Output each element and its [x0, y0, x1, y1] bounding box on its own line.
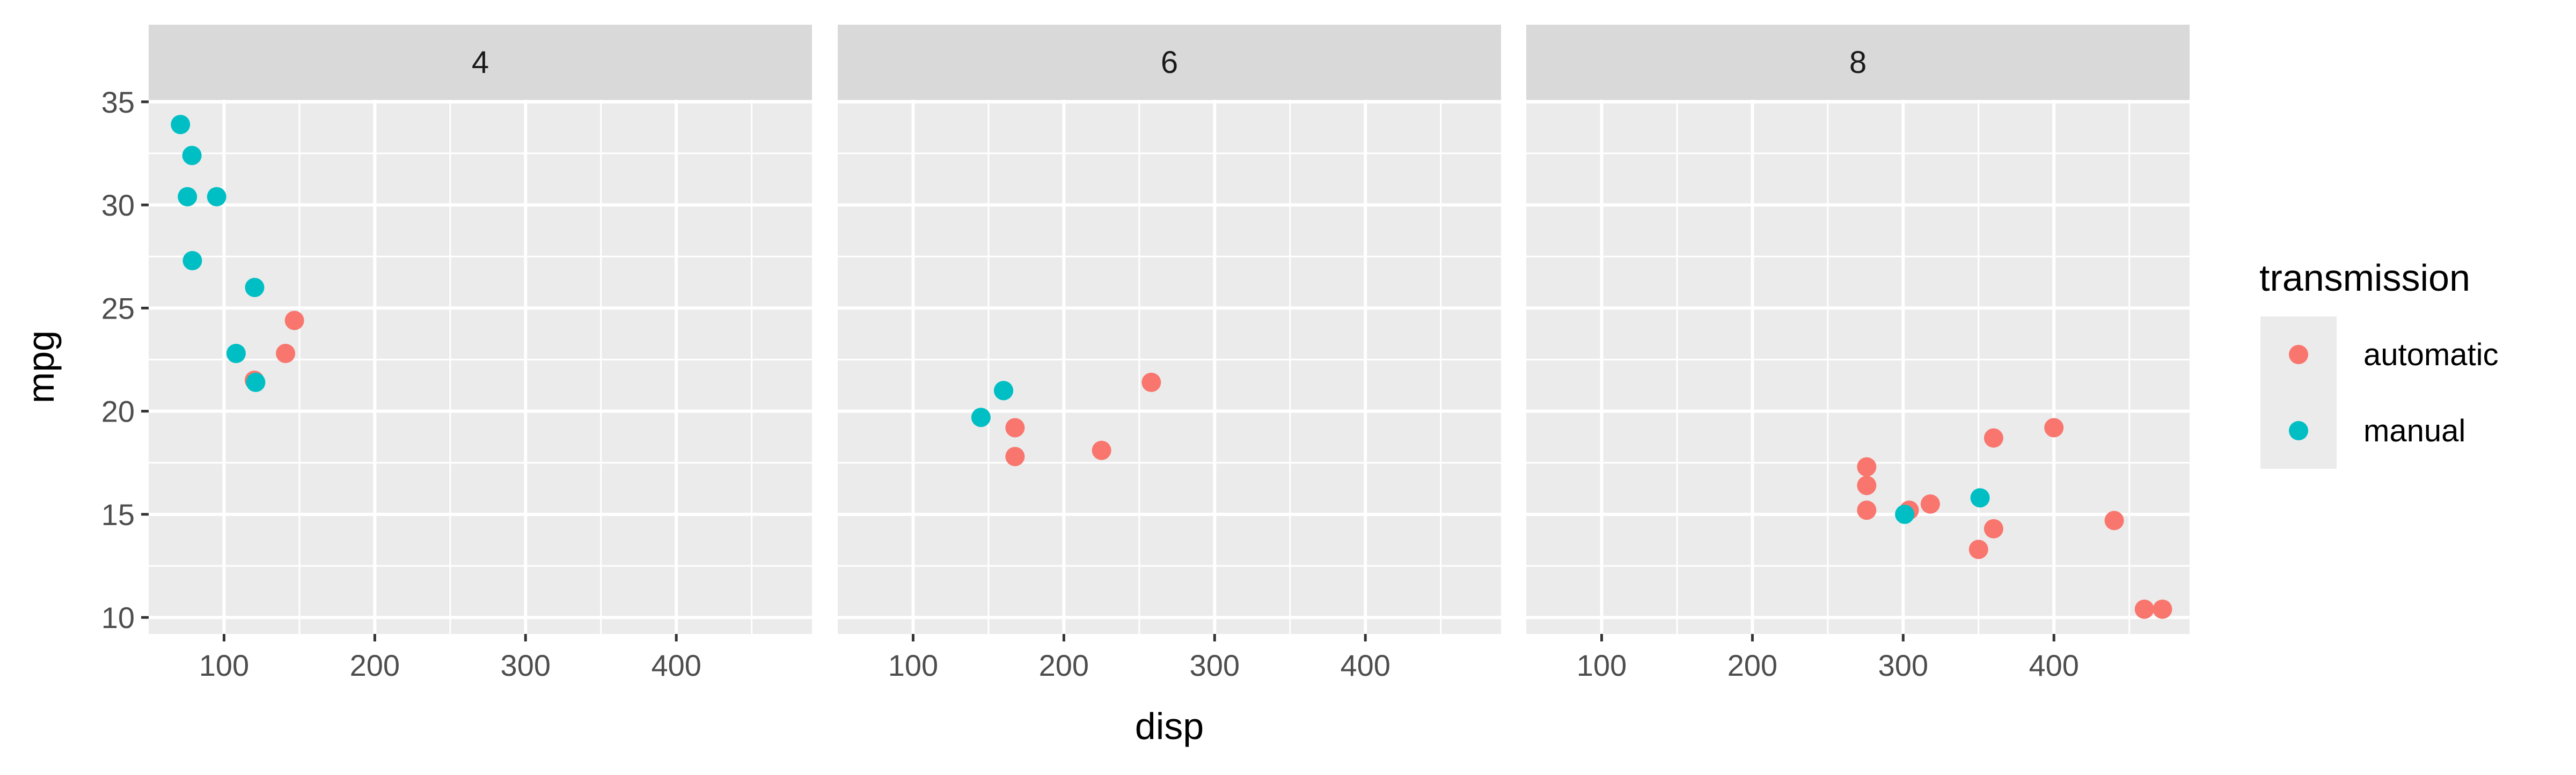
x-tick-label: 300	[1190, 648, 1240, 682]
panel-background	[149, 100, 812, 634]
y-tick-label: 20	[101, 395, 135, 429]
data-point-automatic	[1984, 519, 2003, 538]
data-point-automatic	[2134, 599, 2154, 619]
x-tick-label: 200	[1728, 648, 1777, 682]
y-tick-label: 25	[101, 291, 135, 325]
data-point-manual	[207, 187, 226, 206]
y-tick-label: 15	[101, 498, 135, 532]
x-tick-label: 200	[1039, 648, 1089, 682]
facet-strip-label: 8	[1849, 45, 1867, 80]
data-point-manual	[182, 145, 202, 165]
data-point-automatic	[284, 311, 304, 330]
data-point-manual	[226, 344, 246, 364]
x-tick-label: 400	[2029, 648, 2079, 682]
panel-background	[838, 100, 1501, 634]
data-point-automatic	[1092, 440, 1111, 460]
legend-label-automatic: automatic	[2363, 337, 2498, 372]
panel-background	[1526, 100, 2190, 634]
data-point-manual	[971, 408, 991, 427]
data-point-manual	[1895, 504, 1915, 524]
x-tick-label: 200	[350, 648, 400, 682]
data-point-manual	[182, 250, 202, 270]
x-tick-label: 300	[1878, 648, 1928, 682]
data-point-automatic	[1005, 447, 1025, 467]
legend-key-automatic	[2289, 345, 2308, 364]
data-point-automatic	[1005, 418, 1025, 438]
y-tick-label: 30	[101, 188, 135, 222]
x-axis-title: disp	[1135, 705, 1204, 747]
x-tick-label: 100	[1577, 648, 1627, 682]
data-point-manual	[178, 187, 197, 206]
data-point-automatic	[2044, 418, 2064, 438]
data-point-automatic	[2104, 511, 2124, 530]
data-point-manual	[171, 115, 191, 135]
y-axis-title: mpg	[20, 330, 62, 403]
data-point-automatic	[1968, 540, 1988, 559]
data-point-manual	[245, 277, 265, 297]
data-point-automatic	[2153, 599, 2172, 619]
data-point-automatic	[1984, 428, 2003, 448]
y-tick-label: 35	[101, 85, 135, 119]
x-tick-label: 400	[1340, 648, 1390, 682]
data-point-automatic	[1857, 457, 1877, 477]
x-tick-label: 100	[888, 648, 938, 682]
facet-strip-label: 4	[472, 45, 489, 80]
data-point-manual	[246, 372, 266, 392]
data-point-automatic	[1920, 494, 1940, 514]
data-point-automatic	[1857, 476, 1877, 496]
data-point-manual	[1970, 488, 1990, 508]
facet-strip	[1526, 25, 2190, 100]
legend-title: transmission	[2259, 257, 2470, 299]
data-point-automatic	[276, 344, 296, 364]
facet-strip-label: 6	[1161, 45, 1178, 80]
legend-key-manual	[2289, 421, 2308, 440]
y-tick-label: 10	[101, 601, 135, 634]
data-point-manual	[994, 381, 1013, 401]
x-tick-label: 300	[501, 648, 551, 682]
data-point-automatic	[1857, 500, 1877, 520]
facet-strip	[838, 25, 1501, 100]
data-point-automatic	[1141, 372, 1161, 392]
x-tick-label: 100	[199, 648, 249, 682]
legend-label-manual: manual	[2363, 414, 2465, 448]
x-tick-label: 400	[651, 648, 701, 682]
facet-strip	[149, 25, 812, 100]
